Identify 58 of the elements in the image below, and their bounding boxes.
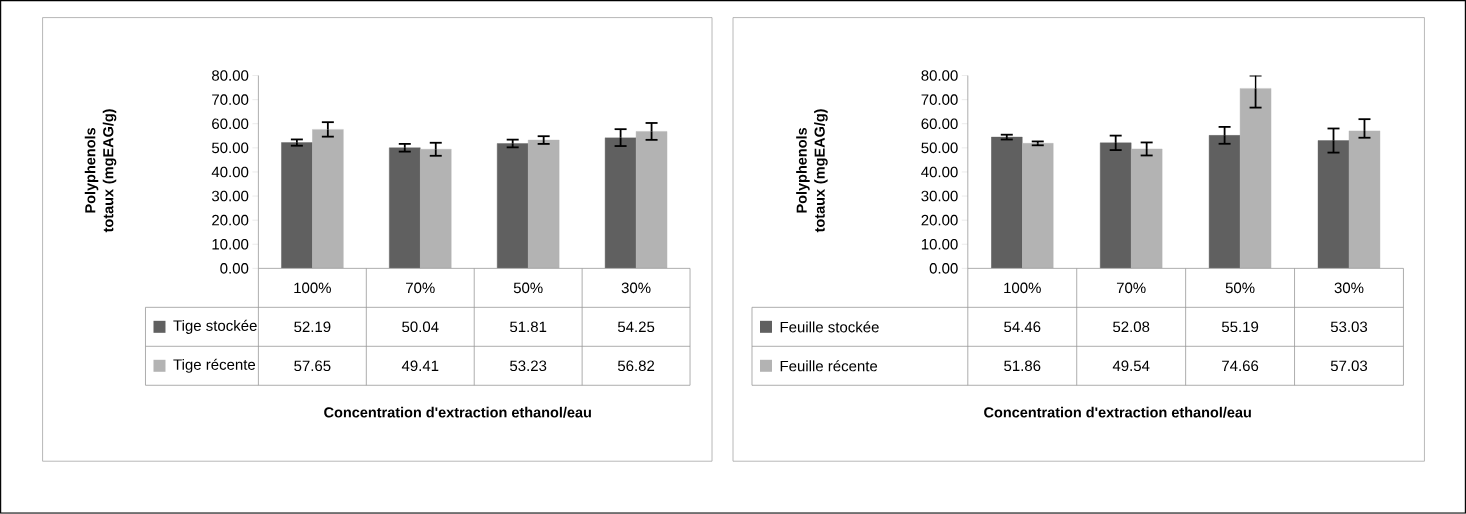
data-label: 49.41 — [401, 360, 439, 372]
x-tick-label: 30% — [621, 282, 651, 294]
legend-label: Tige stockée — [173, 319, 257, 334]
data-label: 52.19 — [294, 321, 331, 333]
y-axis-title: Polyphenols totaux (mgEAG/g) — [84, 109, 117, 233]
y-tick-label: 50.00 — [211, 142, 249, 154]
x-tick-label: 30% — [1334, 282, 1364, 294]
data-label: 52.08 — [1113, 321, 1150, 333]
data-label: 51.81 — [510, 321, 547, 333]
data-label: 53.03 — [1330, 321, 1368, 333]
data-label: 50.04 — [402, 321, 439, 333]
data-label: 49.54 — [1112, 360, 1150, 372]
x-tick-label: 50% — [1225, 282, 1255, 294]
data-label: 57.65 — [294, 360, 331, 372]
x-tick-label: 70% — [406, 282, 435, 294]
x-tick-label: 50% — [513, 282, 543, 294]
y-tick-label: 0.00 — [220, 263, 249, 274]
y-tick-label: 30.00 — [921, 190, 958, 202]
y-tick-label: 20.00 — [921, 214, 958, 226]
bar — [991, 137, 1023, 269]
bar — [604, 137, 637, 269]
bar — [1317, 140, 1350, 269]
y-tick-label: 20.00 — [212, 214, 249, 226]
data-label: 56.82 — [617, 360, 655, 372]
bar — [1208, 135, 1241, 269]
y-tick-label: 60.00 — [921, 118, 958, 130]
y-tick-label: 60.00 — [212, 118, 249, 130]
y-tick-label: 10.00 — [921, 239, 958, 250]
bar — [1100, 142, 1132, 269]
y-tick-label: 70.00 — [212, 94, 249, 106]
y-tick-label: 0.00 — [929, 263, 958, 274]
legend-label: Tige récente — [173, 358, 256, 373]
x-axis-title: Concentration d'extraction ethanol/eau — [324, 406, 591, 418]
y-tick-label: 40.00 — [211, 166, 249, 178]
x-tick-label: 100% — [1004, 282, 1041, 294]
bar — [281, 142, 313, 269]
data-label: 74.66 — [1222, 360, 1259, 372]
data-label: 51.86 — [1004, 360, 1041, 372]
legend-label: Feuille stockée — [780, 321, 879, 333]
data-label: 55.19 — [1221, 321, 1259, 333]
bar — [389, 147, 421, 269]
x-tick-label: 100% — [294, 282, 331, 294]
data-label: 54.46 — [1004, 321, 1041, 333]
data-label: 53.23 — [510, 360, 547, 372]
data-label: 54.25 — [617, 321, 655, 333]
y-tick-label: 50.00 — [921, 142, 958, 154]
y-tick-label: 40.00 — [921, 166, 958, 178]
bar — [497, 143, 529, 269]
y-tick-label: 70.00 — [921, 94, 958, 106]
y-tick-label: 80.00 — [212, 70, 249, 81]
legend-label: Feuille récente — [780, 360, 878, 372]
x-axis-title: Concentration d'extraction ethanol/eau — [984, 406, 1251, 418]
y-tick-label: 30.00 — [211, 190, 249, 202]
y-tick-label: 10.00 — [212, 239, 249, 250]
data-label: 57.03 — [1330, 360, 1368, 372]
x-tick-label: 70% — [1116, 282, 1146, 294]
y-tick-label: 80.00 — [921, 70, 958, 81]
y-axis-title: Polyphenols totaux (mgEAG/g) — [796, 109, 828, 233]
